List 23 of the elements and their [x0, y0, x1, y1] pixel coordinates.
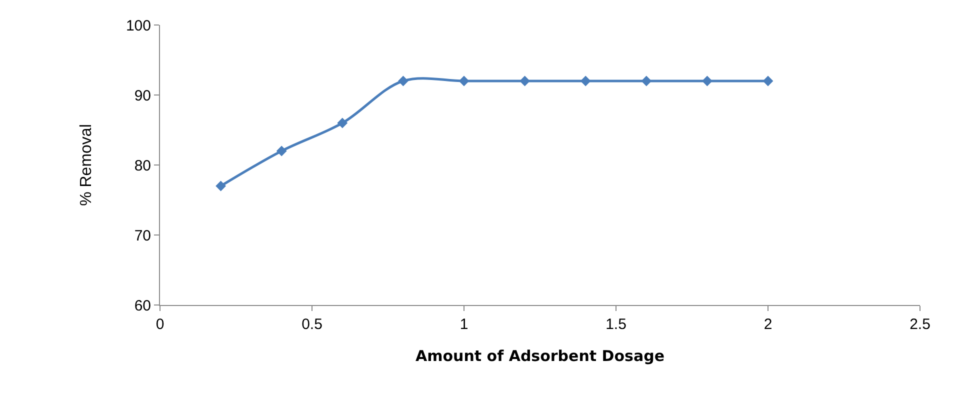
- point: [641, 76, 652, 86]
- x-axis-title: Amount of Adsorbent Dosage: [415, 347, 665, 365]
- x-tick-label: 2: [764, 316, 772, 333]
- point: [762, 76, 774, 86]
- point: [398, 76, 408, 86]
- point: [580, 76, 591, 86]
- x-tick-label: 2.5: [910, 316, 930, 333]
- point: [337, 118, 348, 128]
- y-tick-label: 90: [134, 87, 151, 104]
- point: [458, 76, 470, 86]
- y-tick-label: 100: [126, 17, 151, 34]
- y-tick-label: 80: [134, 157, 151, 174]
- point: [520, 76, 530, 86]
- x-tick-label: 1: [460, 316, 468, 333]
- point: [216, 180, 226, 192]
- x-tick-label: 0.5: [302, 316, 322, 333]
- point: [276, 146, 287, 156]
- y-axis-title: % Removal: [78, 124, 95, 206]
- x-tick-label: 0: [156, 316, 164, 333]
- x-tick-label: 1.5: [606, 316, 626, 333]
- y-tick-label: 70: [134, 227, 151, 244]
- y-tick-label: 60: [134, 297, 151, 314]
- point: [702, 76, 712, 86]
